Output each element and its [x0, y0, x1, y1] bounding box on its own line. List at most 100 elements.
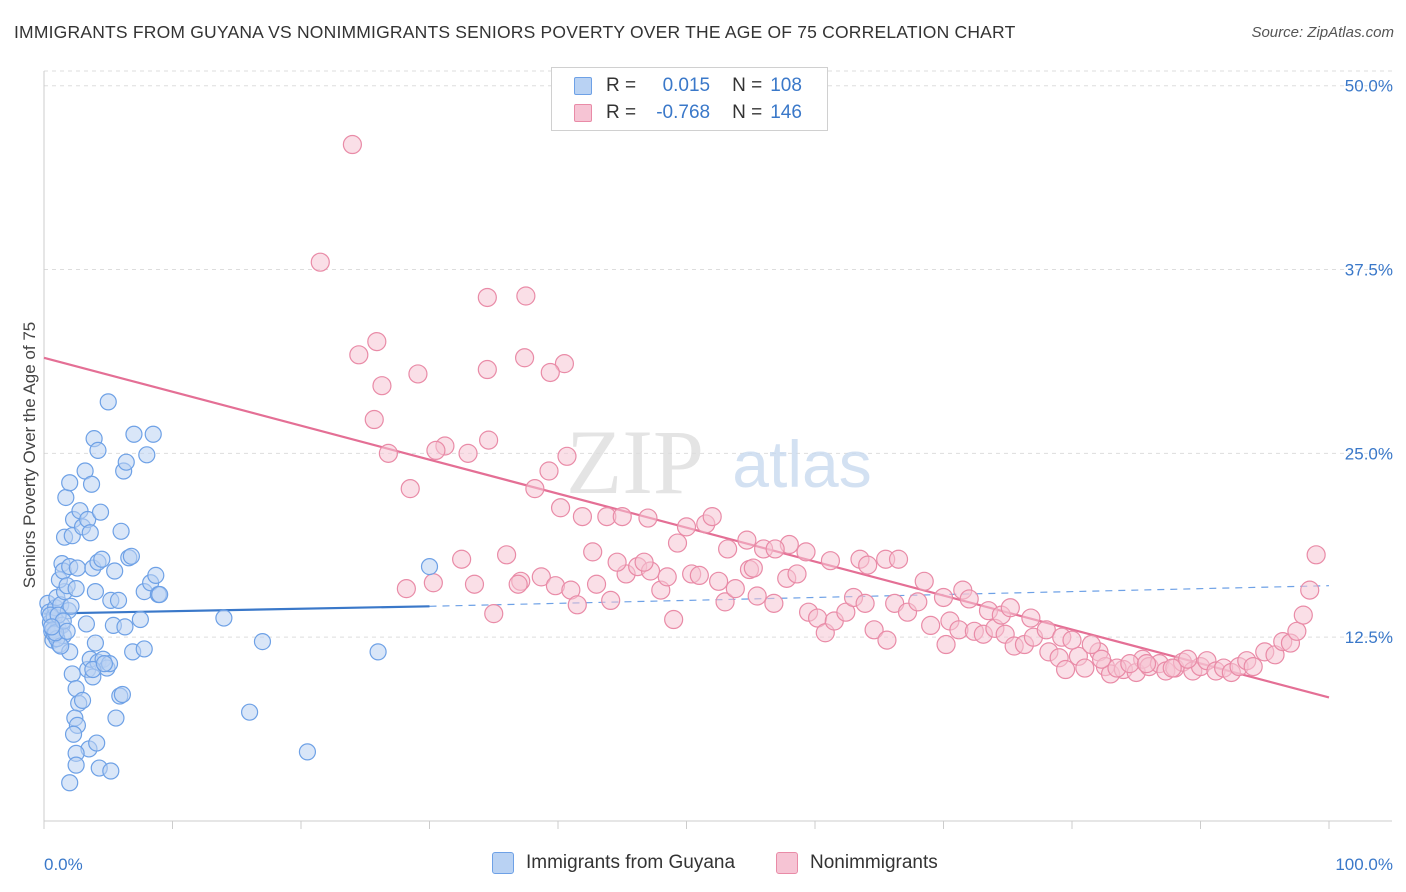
point-nonimmigrants [540, 362, 560, 383]
legend-n-value: 108 [770, 75, 802, 96]
point-nonimmigrants [1287, 621, 1307, 641]
gridlines [44, 70, 1392, 638]
point-nonimmigrants [1021, 608, 1041, 628]
point-nonimmigrants [936, 634, 956, 655]
point-nonimmigrants [531, 567, 551, 587]
point-nonimmigrants [709, 571, 729, 591]
point-guyana [67, 756, 85, 774]
point-nonimmigrants [667, 533, 688, 553]
point-nonimmigrants [400, 479, 420, 499]
point-nonimmigrants [1306, 545, 1326, 565]
point-nonimmigrants [858, 555, 878, 575]
legend-swatch-nonimmigrants [776, 852, 798, 874]
point-nonimmigrants [657, 567, 677, 587]
point-nonimmigrants [737, 530, 757, 550]
point-guyana [61, 474, 79, 492]
point-nonimmigrants [557, 446, 577, 466]
point-guyana [135, 640, 153, 658]
point-guyana [113, 685, 131, 704]
point-guyana [61, 774, 79, 792]
point-guyana [86, 582, 105, 601]
point-guyana [144, 425, 162, 443]
point-nonimmigrants [888, 549, 909, 569]
point-nonimmigrants [1136, 654, 1157, 674]
point-nonimmigrants [1062, 630, 1082, 650]
point-nonimmigrants [516, 286, 536, 306]
point-guyana [93, 550, 111, 568]
point-nonimmigrants [1293, 605, 1313, 625]
point-guyana [89, 441, 107, 460]
point-nonimmigrants [539, 461, 559, 481]
point-guyana [86, 634, 105, 652]
point-nonimmigrants [458, 443, 478, 463]
point-nonimmigrants [1075, 658, 1095, 678]
point-nonimmigrants [550, 498, 571, 518]
point-nonimmigrants [1178, 649, 1198, 669]
legend-swatch-guyana [574, 77, 592, 95]
point-guyana [99, 393, 117, 411]
point-nonimmigrants [583, 542, 603, 562]
point-nonimmigrants [349, 345, 369, 365]
x-tick-label-max: 100.0% [1335, 855, 1393, 874]
point-nonimmigrants [367, 331, 387, 352]
point-nonimmigrants [638, 508, 658, 528]
point-nonimmigrants [508, 574, 528, 594]
point-nonimmigrants [426, 440, 446, 461]
point-guyana [117, 453, 135, 471]
y-tick-label: 12.5% [1345, 628, 1393, 647]
correlation-legend: R = 0.015 N = 108 R = -0.768 N = 146 [551, 67, 828, 131]
x-tick-label-min: 0.0% [44, 855, 83, 874]
point-guyana [58, 622, 76, 640]
legend-n-label: N = [732, 102, 763, 123]
point-nonimmigrants [747, 586, 767, 606]
point-guyana [420, 557, 439, 576]
point-guyana [82, 475, 101, 493]
point-nonimmigrants [787, 564, 807, 584]
tick-labels: 12.5% 25.0% 37.5% 50.0% 0.0% 100.0% [44, 77, 1393, 874]
point-nonimmigrants [612, 506, 632, 527]
point-nonimmigrants [702, 506, 722, 527]
legend-n-value: 146 [770, 102, 802, 123]
point-guyana [138, 446, 156, 464]
point-nonimmigrants [586, 574, 607, 594]
point-nonimmigrants [1120, 654, 1140, 674]
point-guyana [106, 562, 124, 580]
point-nonimmigrants [310, 252, 330, 272]
point-guyana [88, 734, 106, 752]
point-nonimmigrants [664, 609, 684, 630]
point-nonimmigrants [725, 579, 745, 599]
legend-item-guyana[interactable]: Immigrants from Guyana [492, 852, 735, 874]
point-guyana [73, 691, 92, 710]
point-nonimmigrants [864, 620, 884, 640]
point-guyana [43, 618, 61, 636]
chart-source: Source: ZipAtlas.com [1251, 24, 1394, 41]
point-nonimmigrants [554, 354, 575, 374]
point-nonimmigrants [1243, 656, 1263, 677]
y-tick-label: 25.0% [1345, 444, 1393, 463]
legend-row-guyana: R = 0.015 N = 108 [574, 73, 802, 99]
point-nonimmigrants [1300, 580, 1320, 600]
point-nonimmigrants [477, 287, 497, 308]
legend-item-nonimmigrants[interactable]: Nonimmigrants [776, 852, 938, 874]
legend-swatch-guyana [492, 852, 514, 874]
point-nonimmigrants [567, 595, 587, 615]
point-nonimmigrants [1162, 658, 1182, 678]
point-nonimmigrants [921, 615, 941, 636]
point-nonimmigrants [1036, 620, 1056, 640]
legend-n-label: N = [732, 75, 763, 96]
legend-label-nonimmigrants: Nonimmigrants [810, 852, 938, 873]
point-nonimmigrants [479, 430, 499, 450]
point-nonimmigrants [1055, 659, 1076, 680]
point-guyana [112, 522, 130, 540]
point-nonimmigrants [477, 359, 497, 380]
watermark-atlas: atlas [732, 427, 871, 501]
point-nonimmigrants [743, 558, 763, 578]
point-guyana [298, 743, 317, 761]
point-guyana [107, 709, 125, 727]
point-nonimmigrants [933, 587, 954, 608]
point-nonimmigrants [764, 593, 784, 613]
point-nonimmigrants [408, 364, 428, 384]
point-guyana [131, 610, 149, 629]
point-nonimmigrants [765, 539, 785, 559]
